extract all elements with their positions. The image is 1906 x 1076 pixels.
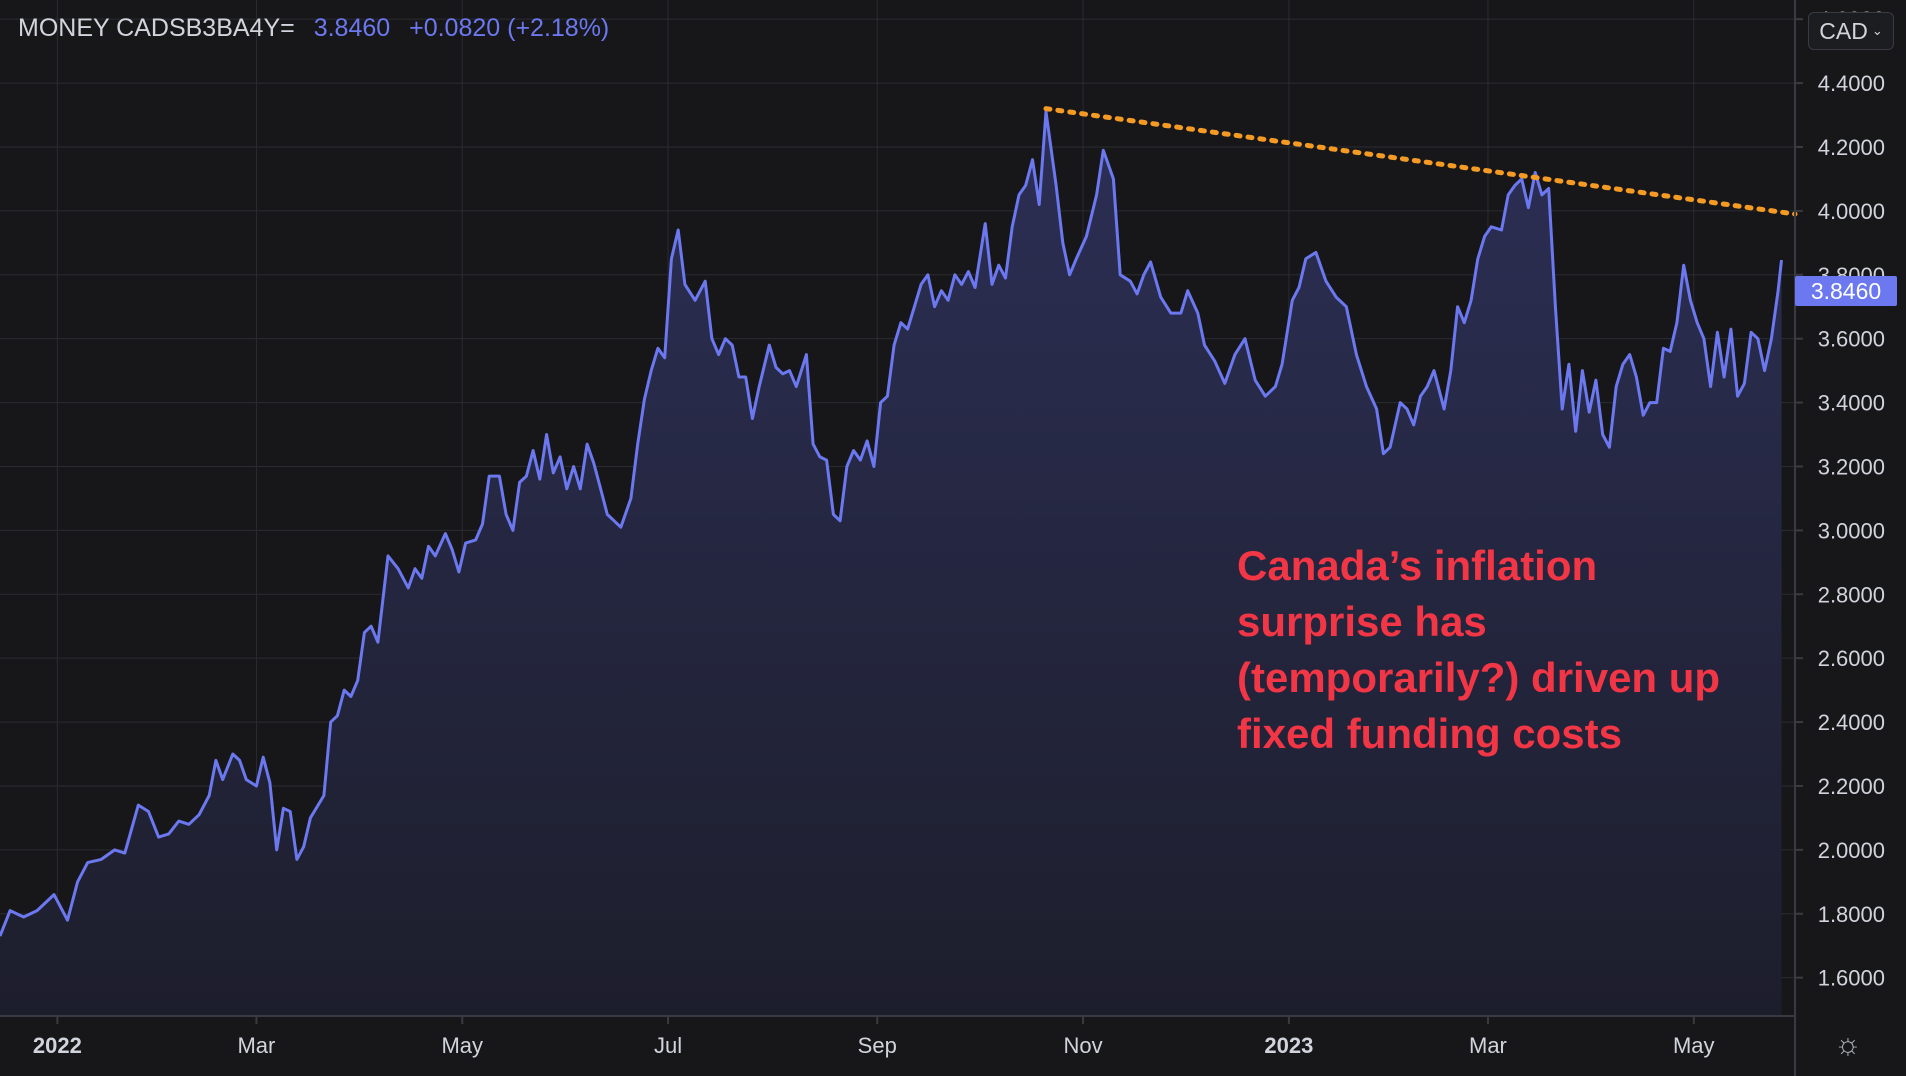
y-tick-label: 2.2000 (1818, 774, 1885, 799)
price-line (0, 110, 1783, 937)
y-tick-label: 2.8000 (1818, 582, 1885, 607)
x-tick-label: Sep (858, 1033, 897, 1058)
last-price-badge: 3.8460 (1795, 276, 1897, 306)
x-tick-label: May (1673, 1033, 1715, 1058)
x-tick-label: Nov (1064, 1033, 1103, 1058)
y-tick-label: 4.4000 (1818, 71, 1885, 96)
x-tick-label: Mar (237, 1033, 275, 1058)
x-tick-label: 2023 (1264, 1033, 1313, 1058)
y-tick-label: 1.8000 (1818, 902, 1885, 927)
chart-header: MONEY CADSB3BA4Y= 3.8460 +0.0820 (+2.18%… (18, 14, 621, 43)
currency-label: CAD (1819, 17, 1868, 44)
price-area (0, 111, 1782, 1017)
price-change: +0.0820 (+2.18%) (409, 14, 610, 42)
y-axis[interactable]: 1.6000 1.8000 2.0000 2.2000 2.4000 2.6000 2.80… (1795, 7, 1885, 991)
symbol-label: MONEY CADSB3BA4Y= (18, 14, 295, 42)
y-tick-label: 4.2000 (1818, 135, 1885, 160)
x-axis[interactable]: 2022 Mar May Jul Sep Nov 2023 Mar May (33, 1016, 1715, 1058)
chevron-down-icon: ⌄ (1871, 23, 1883, 38)
y-tick-label: 3.6000 (1818, 327, 1885, 352)
y-tick-label: 2.4000 (1818, 710, 1885, 735)
y-tick-label: 3.0000 (1818, 518, 1885, 543)
y-tick-label: 4.0000 (1818, 199, 1885, 224)
trendline[interactable] (1043, 106, 1798, 217)
settings-gear-icon[interactable]: ☼ (1834, 1028, 1862, 1061)
x-tick-label: 2022 (33, 1033, 82, 1058)
chart-annotation: Canada’s inflation surprise has (tempora… (1237, 542, 1721, 757)
last-price: 3.8460 (313, 14, 391, 42)
last-price-badge-label: 3.8460 (1810, 277, 1882, 304)
y-tick-label: 1.6000 (1818, 966, 1885, 991)
y-tick-label: 3.2000 (1818, 454, 1885, 479)
x-tick-label: Mar (1469, 1033, 1507, 1058)
y-tick-label: 3.4000 (1818, 391, 1885, 416)
y-tick-label: 2.0000 (1818, 838, 1885, 863)
currency-dropdown-button[interactable]: CAD ⌄ (1808, 12, 1894, 50)
y-tick-label: 2.6000 (1818, 646, 1885, 671)
x-tick-label: May (441, 1033, 483, 1058)
x-tick-label: Jul (654, 1033, 682, 1058)
